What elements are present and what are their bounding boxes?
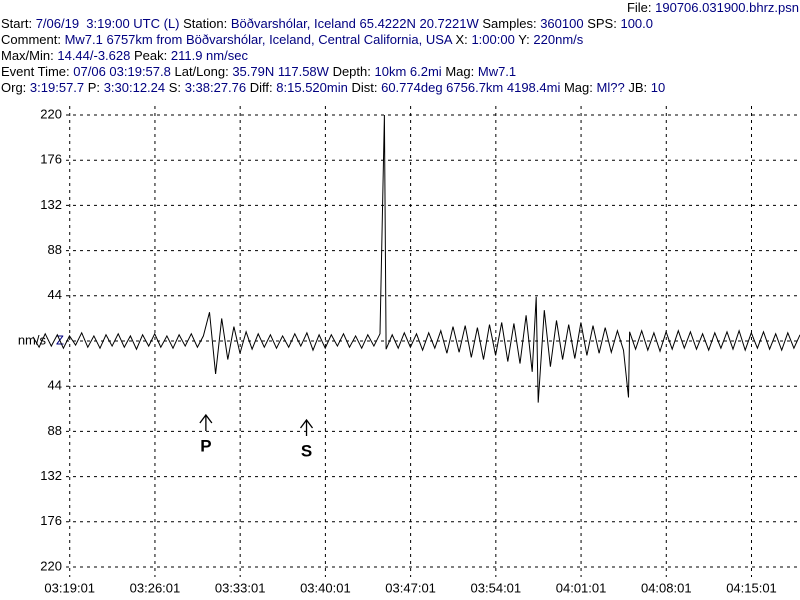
y-tick-label: 132: [40, 468, 62, 483]
x-tick-label: 03:47:01: [385, 580, 436, 595]
x-tick-label: 04:08:01: [641, 580, 692, 595]
field-value: 10: [650, 80, 666, 95]
x-tick-label: 04:15:01: [726, 580, 777, 595]
phase-arrow: [199, 413, 213, 431]
header-row: Comment: Mw7.1 6757km from Böðvarshólar,…: [1, 32, 799, 48]
x-tick-label: 03:19:01: [44, 580, 95, 595]
x-tick-label: 03:26:01: [130, 580, 181, 595]
trace: [32, 114, 800, 403]
field-value: 3:30:12.24: [103, 80, 166, 95]
field-value: 1:00:00: [471, 32, 515, 47]
header: File: 190706.031900.bhrz.psn Start: 7/06/…: [1, 0, 799, 96]
header-row: Event Time: 07/06 03:19:57.8 Lat/Long: 3…: [1, 64, 799, 80]
field-value: 8:15.520min: [276, 80, 348, 95]
field-value: 360100: [540, 16, 584, 31]
field-value: 10km 6.2mi: [374, 64, 442, 79]
field-label: Event Time:: [1, 64, 70, 79]
y-tick-label: 176: [40, 513, 62, 528]
field-label: Station:: [183, 16, 228, 31]
field-label: Start:: [1, 16, 33, 31]
y-tick-label: 132: [40, 197, 62, 212]
field-label: Peak:: [134, 48, 168, 63]
field-label: File:: [626, 0, 652, 15]
y-tick-label: 88: [48, 423, 62, 438]
field-value: Ml??: [596, 80, 625, 95]
y-tick-label: 176: [40, 152, 62, 167]
y-tick-label: 220: [40, 558, 62, 573]
field-label: SPS:: [587, 16, 617, 31]
y-tick-label: nm/s: [18, 332, 47, 347]
y-tick-label: 44: [48, 378, 62, 393]
x-tick-label: 03:40:01: [300, 580, 351, 595]
field-value: 3:38:27.76: [184, 80, 247, 95]
field-label: Depth:: [332, 64, 371, 79]
y-tick-label: 220: [40, 106, 62, 121]
field-value: 60.774deg 6756.7km 4198.4mi: [381, 80, 561, 95]
field-value: 3:19:57.7: [29, 80, 85, 95]
field-label: Comment:: [1, 32, 61, 47]
field-value: 100.0: [620, 16, 654, 31]
x-tick-label: 04:01:01: [556, 580, 607, 595]
field-label: Mag:: [445, 64, 475, 79]
header-row: Org: 3:19:57.7 P: 3:30:12.24 S: 3:38:27.…: [1, 80, 799, 96]
field-value: 7/06/19 3:19:00 UTC (L): [35, 16, 180, 31]
field-value: 211.9 nm/sec: [170, 48, 248, 63]
field-value: Böðvarshólar, Iceland 65.4222N 20.7221W: [230, 16, 479, 31]
field-label: Lat/Long:: [174, 64, 229, 79]
field-label: X:: [455, 32, 468, 47]
phase-label: S: [301, 441, 312, 460]
field-value: Mw7.1 6757km from Böðvarshólar, Iceland,…: [64, 32, 452, 47]
field-label: Max/Min:: [1, 48, 54, 63]
header-row: Max/Min: 14.44/-3.628 Peak: 211.9 nm/sec: [1, 48, 799, 64]
y-tick-label: 88: [48, 242, 62, 257]
field-value: 220nm/s: [533, 32, 584, 47]
phase-label: P: [200, 436, 211, 455]
x-tick-label: 03:33:01: [215, 580, 266, 595]
y-tick-label: 44: [48, 287, 62, 302]
field-label: P:: [87, 80, 101, 95]
field-label: Samples:: [482, 16, 537, 31]
field-label: S:: [168, 80, 182, 95]
field-value: 190706.031900.bhrz.psn: [655, 0, 799, 15]
field-label: Diff:: [249, 80, 273, 95]
x-tick-label: 03:54:01: [471, 580, 522, 595]
header-row: Start: 7/06/19 3:19:00 UTC (L) Station: …: [1, 16, 799, 32]
field-value: 14.44/-3.628: [57, 48, 131, 63]
field-label: JB:: [628, 80, 648, 95]
field-value: Mw7.1: [477, 64, 517, 79]
header-row: File: 190706.031900.bhrz.psn: [1, 0, 799, 16]
field-value: 07/06 03:19:57.8: [73, 64, 171, 79]
field-label: Org:: [1, 80, 27, 95]
field-label: Dist:: [351, 80, 378, 95]
field-label: Mag:: [563, 80, 593, 95]
field-label: Y:: [518, 32, 530, 47]
field-value: 35.79N 117.58W: [232, 64, 329, 79]
phase-arrow: [300, 418, 314, 436]
